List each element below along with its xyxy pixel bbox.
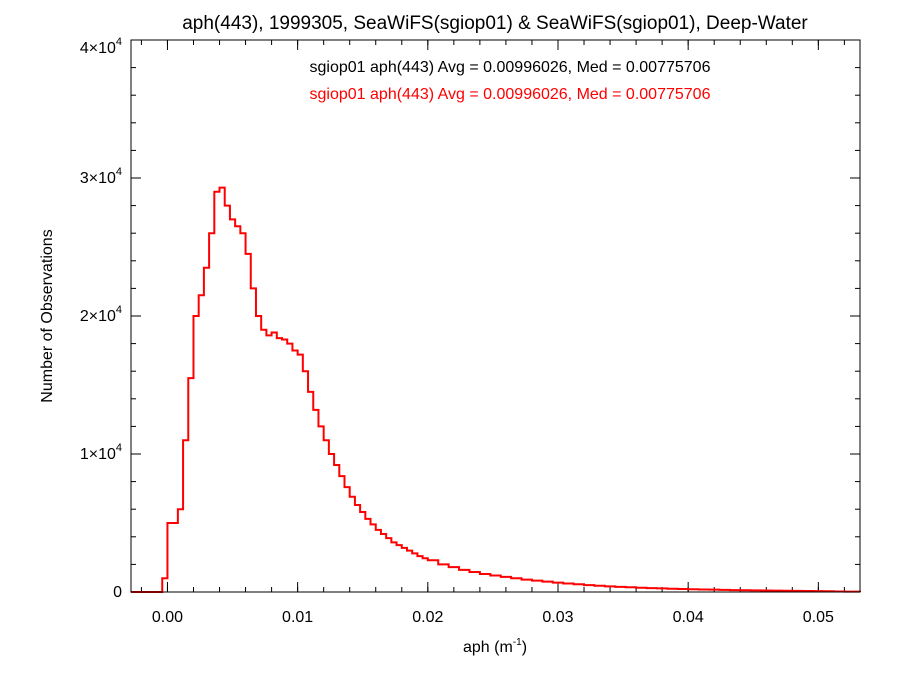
x-axis-label-sup: -1 bbox=[513, 637, 522, 648]
x-axis-label-tail: ) bbox=[522, 639, 527, 656]
tick-labels: 0.00 0.01 0.02 0.03 0.04 0.0501×1042×1043×104… bbox=[80, 36, 834, 626]
y-tick-label: 1×104 bbox=[80, 442, 122, 463]
x-tick-label: 0.05 bbox=[803, 609, 834, 626]
histogram-series-line bbox=[131, 186, 861, 593]
x-tick-label: 0.01 bbox=[282, 609, 313, 626]
y-tick-label-mantissa: 0 bbox=[113, 584, 122, 601]
y-axis-label: Number of Observations bbox=[39, 229, 56, 402]
chart-title: aph(443), 1999305, SeaWiFS(sgiop01) & Se… bbox=[182, 13, 808, 34]
y-tick-label-exponent: 4 bbox=[116, 36, 122, 48]
annotation-black-stats: sgiop01 aph(443) Avg = 0.00996026, Med =… bbox=[310, 59, 711, 76]
series-group bbox=[131, 186, 861, 593]
axis-ticks bbox=[131, 39, 860, 593]
y-tick-label-mantissa: 3×10 bbox=[80, 170, 116, 187]
y-tick-label-exponent: 4 bbox=[116, 442, 122, 454]
y-tick-label-exponent: 4 bbox=[116, 304, 122, 316]
y-tick-label: 3×104 bbox=[80, 166, 122, 187]
x-tick-label: 0.00 bbox=[152, 609, 183, 626]
x-axis-label: aph (m-1) bbox=[463, 637, 527, 656]
annotation-red-stats: sgiop01 aph(443) Avg = 0.00996026, Med =… bbox=[310, 86, 711, 103]
y-tick-label: 2×104 bbox=[80, 304, 122, 325]
x-tick-label: 0.03 bbox=[542, 609, 573, 626]
y-tick-label-mantissa: 4×10 bbox=[80, 40, 116, 57]
y-tick-label: 0 bbox=[113, 584, 122, 601]
y-tick-label-mantissa: 1×10 bbox=[80, 446, 116, 463]
y-tick-label-mantissa: 2×10 bbox=[80, 308, 116, 325]
y-tick-label: 4×104 bbox=[80, 36, 122, 57]
y-tick-label-exponent: 4 bbox=[116, 166, 122, 178]
x-axis-label-base: aph (m bbox=[463, 639, 513, 656]
plot-frame bbox=[130, 39, 861, 593]
x-tick-label: 0.02 bbox=[412, 609, 443, 626]
x-tick-label: 0.04 bbox=[673, 609, 704, 626]
